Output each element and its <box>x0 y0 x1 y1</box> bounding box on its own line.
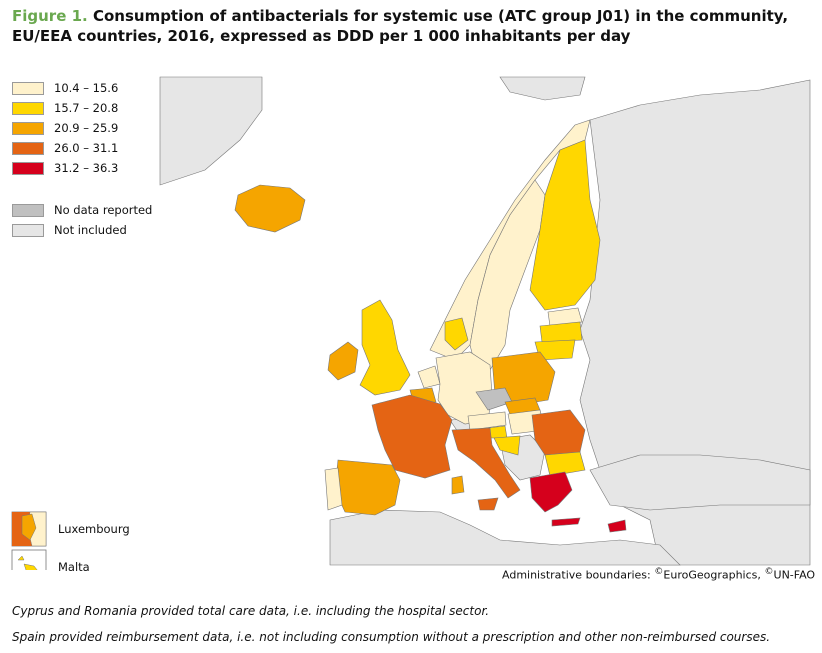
legend-swatch <box>12 223 44 237</box>
credits-source-1: EuroGeographics, <box>663 568 765 582</box>
legend-label: Not included <box>54 223 127 237</box>
legend-swatch <box>12 161 44 175</box>
legend-label: 20.9 – 25.9 <box>54 121 119 135</box>
portugal-region <box>324 467 343 511</box>
sicily-region <box>477 497 499 511</box>
credits-source-2: UN-FAO <box>773 568 816 582</box>
arctic-islands-region <box>499 76 586 101</box>
malta-inset-label: Malta <box>58 560 90 574</box>
bulgaria-region <box>544 451 586 477</box>
legend-label: 26.0 – 31.1 <box>54 141 119 155</box>
legend-item-class-1: 10.4 – 15.6 <box>12 80 118 96</box>
legend-swatch <box>12 81 44 95</box>
credits-prefix: Administrative boundaries: <box>502 568 655 582</box>
map-credits: Administrative boundaries: ©EuroGeograph… <box>502 566 816 582</box>
luxembourg-inset-region <box>21 513 37 541</box>
legend-item-no-data: No data reported <box>12 202 152 218</box>
footnote-spain: Spain provided reimbursement data, i.e. … <box>12 630 771 644</box>
ireland-region <box>327 341 359 381</box>
figure-label: Figure 1. <box>12 7 88 25</box>
malta-inset-region <box>23 563 38 570</box>
legend-swatch <box>12 203 44 217</box>
europe-map <box>11 76 811 570</box>
footnote-cyprus-romania: Cyprus and Romania provided total care d… <box>12 604 490 618</box>
denmark-region <box>444 317 469 351</box>
estonia-region <box>547 307 583 327</box>
crete-region <box>551 517 581 527</box>
legend-label: No data reported <box>54 203 153 217</box>
greenland-region <box>159 76 263 186</box>
legend-label: 31.2 – 36.3 <box>54 161 119 175</box>
turkey-not-included <box>589 454 811 511</box>
italy-region <box>451 427 521 499</box>
legend-label: 15.7 – 20.8 <box>54 101 119 115</box>
sardinia-region <box>451 475 465 495</box>
spain-region <box>334 459 401 516</box>
figure-title: Figure 1. Consumption of antibacterials … <box>12 6 812 46</box>
legend-swatch <box>12 141 44 155</box>
gozo-inset-region <box>17 555 25 561</box>
finland-region <box>529 139 601 311</box>
austria-region <box>467 411 507 431</box>
cyprus-region <box>607 519 627 533</box>
iceland-region <box>234 184 306 233</box>
legend-item-class-5: 31.2 – 36.3 <box>12 160 118 176</box>
latvia-region <box>539 321 583 343</box>
legend-item-class-3: 20.9 – 25.9 <box>12 120 118 136</box>
malta-inset-frame <box>11 549 47 570</box>
legend-item-class-2: 15.7 – 20.8 <box>12 100 118 116</box>
figure-title-text: Consumption of antibacterials for system… <box>12 7 789 45</box>
france-region <box>371 394 453 479</box>
legend-label: 10.4 – 15.6 <box>54 81 119 95</box>
legend-swatch <box>12 101 44 115</box>
legend-swatch <box>12 121 44 135</box>
croatia-region <box>493 435 521 456</box>
legend-item-class-4: 26.0 – 31.1 <box>12 140 118 156</box>
united-kingdom-region <box>359 299 411 396</box>
greece-region <box>529 471 573 513</box>
luxembourg-inset-label: Luxembourg <box>58 522 130 536</box>
legend-item-not-included: Not included <box>12 222 127 238</box>
